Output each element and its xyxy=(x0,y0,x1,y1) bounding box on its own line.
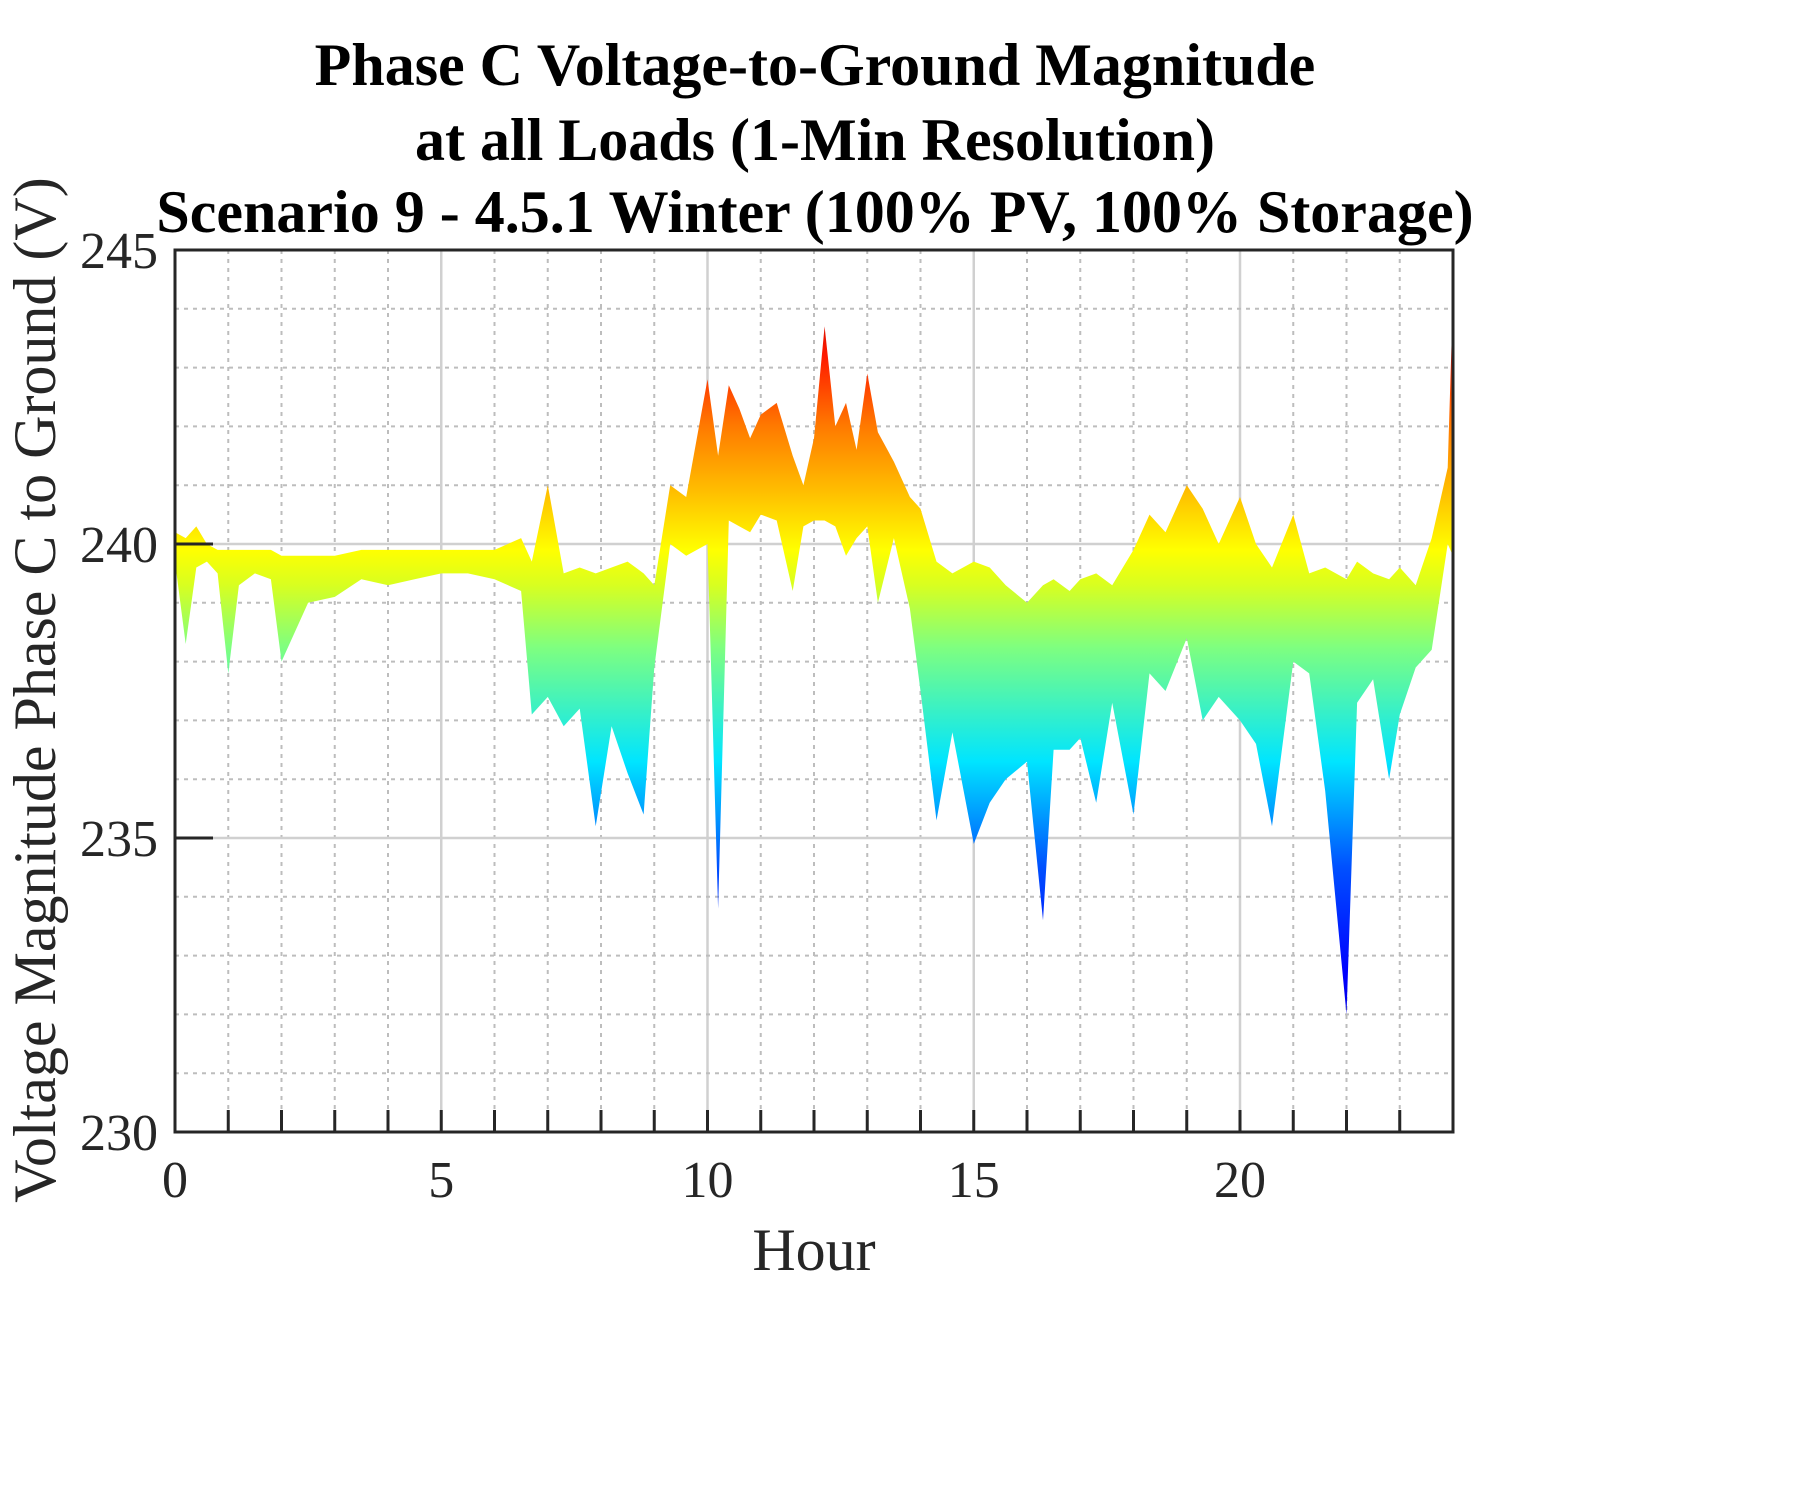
x-tick-label: 20 xyxy=(1214,1152,1266,1209)
chart-title-line-1: Phase C Voltage-to-Ground Magnitude xyxy=(315,32,1316,98)
y-tick-label: 245 xyxy=(80,223,158,280)
chart-title-line-3: Scenario 9 - 4.5.1 Winter (100% PV, 100%… xyxy=(156,179,1473,245)
x-tick-label: 0 xyxy=(162,1152,188,1209)
axis-ticks xyxy=(175,248,1402,1132)
x-tick-label: 5 xyxy=(428,1152,454,1209)
x-tick-label: 15 xyxy=(948,1152,1000,1209)
y-axis-label: Voltage Magnitude Phase C to Ground (V) xyxy=(2,177,68,1202)
y-tick-label: 230 xyxy=(80,1105,158,1162)
chart-title-line-2: at all Loads (1-Min Resolution) xyxy=(415,107,1215,173)
y-tick-label: 240 xyxy=(80,517,158,574)
plot-area xyxy=(173,248,1455,1134)
x-axis-label: Hour xyxy=(752,1217,875,1283)
chart-title: Phase C Voltage-to-Ground Magnitude at a… xyxy=(156,32,1473,245)
x-tick-labels: 0 5 10 15 20 xyxy=(162,1152,1266,1209)
x-tick-label: 10 xyxy=(682,1152,734,1209)
y-tick-labels: 230 235 240 245 xyxy=(80,223,158,1162)
y-tick-label: 235 xyxy=(80,811,158,868)
data-series-band xyxy=(175,297,1453,1015)
